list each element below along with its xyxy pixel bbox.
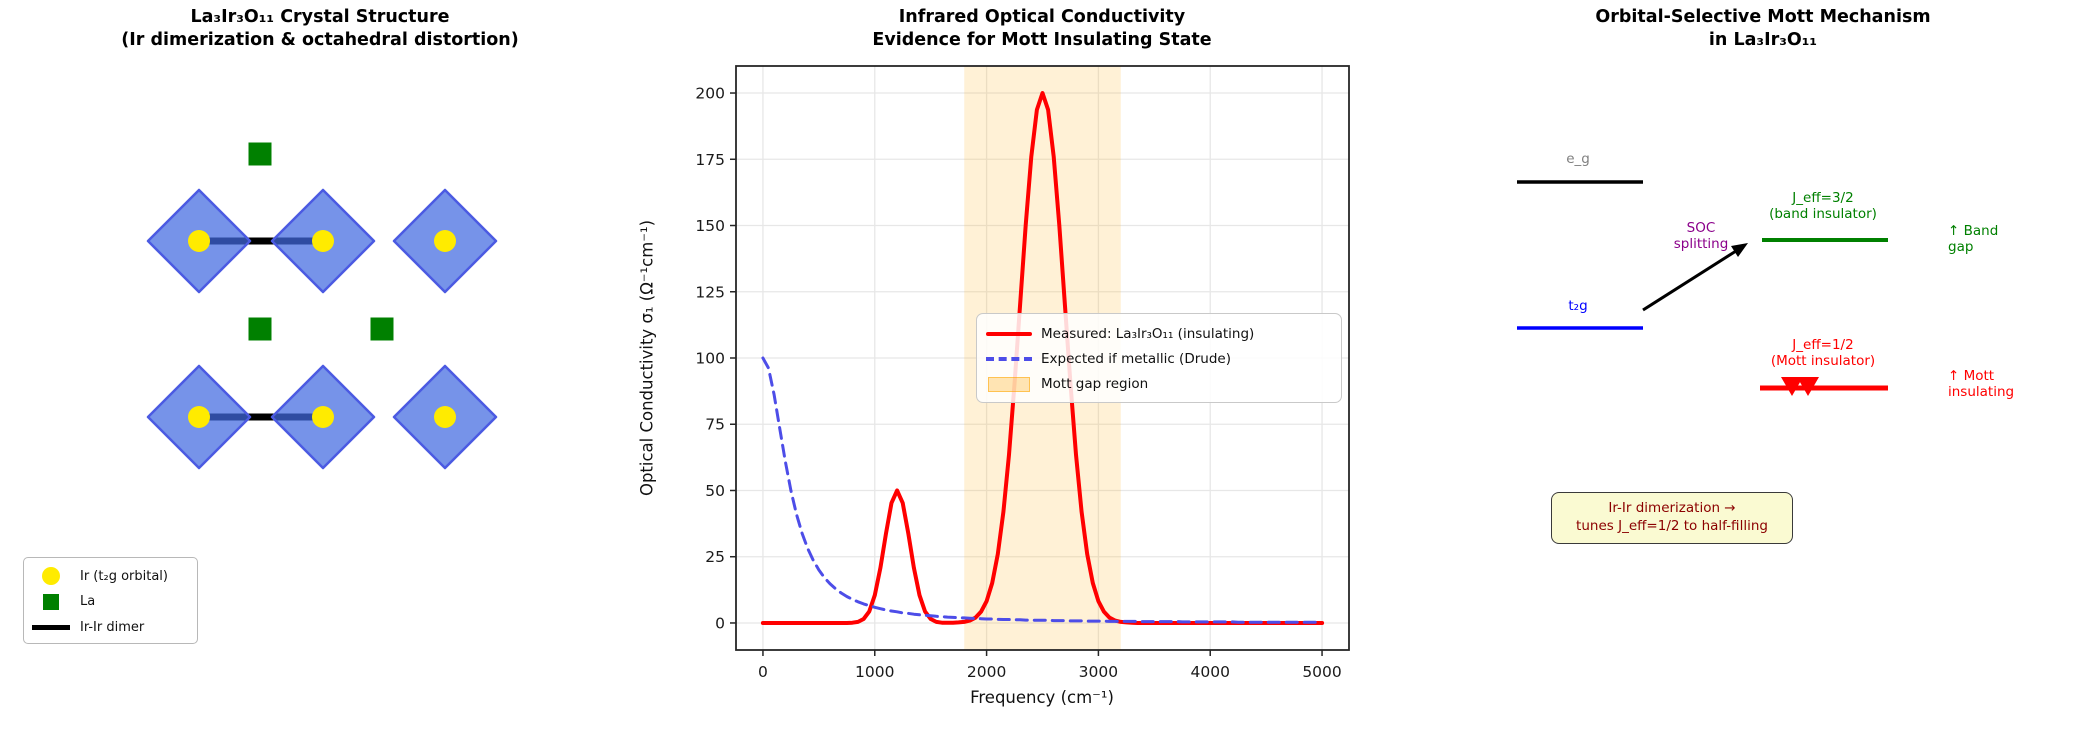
t2g-level-label: t₂g — [1568, 298, 1588, 314]
y-tick-label: 200 — [695, 85, 725, 103]
band-gap-line2: gap — [1948, 239, 1974, 256]
soc-arrow-head — [1731, 243, 1748, 257]
la-atom — [248, 142, 272, 166]
legend-item-measured: Measured: La₃Ir₃O₁₁ (insulating) — [985, 322, 1331, 346]
dimer-marker-swatch — [32, 624, 70, 630]
x-tick-label: 5000 — [1302, 663, 1341, 681]
jeff12-label-line2: (Mott insulator) — [1770, 353, 1876, 370]
jeff12-label: J_eff=1/2 (Mott insulator) — [1771, 337, 1875, 370]
la-atom — [370, 317, 394, 341]
electron-marker — [1797, 377, 1819, 396]
y-tick-label: 150 — [695, 217, 725, 235]
x-tick-label: 3000 — [1079, 663, 1118, 681]
mott-note-line2: insulating — [1948, 384, 2015, 401]
legend-label-mott-gap: Mott gap region — [1041, 376, 1149, 392]
legend-label-ir: Ir (t₂g orbital) — [80, 568, 168, 584]
mechanism-title-line2: in La₃Ir₃O₁₁ — [1708, 30, 1818, 51]
band-gap-note: ↑ Band gap — [1948, 223, 1998, 256]
crystal-title-line2: (Ir dimerization & octahedral distortion… — [121, 30, 519, 51]
jeff32-label-line2: (band insulator) — [1769, 206, 1877, 223]
mott-gap-swatch — [985, 376, 1033, 392]
legend-label-dimer: Ir-Ir dimer — [80, 619, 145, 635]
y-tick-label: 100 — [695, 350, 725, 368]
chart-title-line2: Evidence for Mott Insulating State — [872, 30, 1212, 51]
ir-atom-icon — [42, 567, 60, 585]
ir-atom — [312, 406, 334, 428]
y-tick-label: 175 — [695, 151, 725, 169]
y-tick-label: 25 — [705, 548, 725, 566]
dimerization-annotation-box: Ir-Ir dimerization → tunes J_eff=1/2 to … — [1551, 492, 1793, 544]
soc-arrow-shaft — [1642, 249, 1737, 312]
la-atom-icon — [43, 593, 59, 610]
la-marker-swatch — [32, 593, 70, 610]
drude-line-swatch — [985, 357, 1033, 361]
x-tick-label: 1000 — [855, 663, 894, 681]
drude-expected-curve — [761, 356, 1324, 624]
shaded-region-icon — [988, 376, 1030, 392]
legend-item-ir: Ir (t₂g orbital) — [32, 565, 189, 587]
jeff32-label: J_eff=3/2 (band insulator) — [1769, 190, 1877, 223]
mechanism-title-line1: Orbital-Selective Mott Mechanism — [1595, 7, 1931, 27]
annotation-line2: tunes J_eff=1/2 to half-filling — [1576, 518, 1768, 534]
mechanism-panel-title: Orbital-Selective Mott Mechanism in La₃I… — [1595, 6, 1930, 52]
chart-legend: Measured: La₃Ir₃O₁₁ (insulating) Expecte… — [976, 313, 1342, 403]
legend-label-drude: Expected if metallic (Drude) — [1041, 351, 1231, 367]
y-tick-label: 50 — [705, 482, 725, 500]
crystal-title-line1: La₃Ir₃O₁₁ Crystal Structure — [190, 7, 450, 27]
eg-level-label: e_g — [1566, 151, 1590, 167]
ir-atom — [434, 406, 456, 428]
chart-title-line1: Infrared Optical Conductivity — [898, 7, 1186, 27]
la-atom — [248, 317, 272, 341]
x-tick-label: 4000 — [1191, 663, 1230, 681]
soc-label-line2: splitting — [1673, 236, 1729, 253]
ir-atom — [434, 230, 456, 252]
ir-atom — [312, 230, 334, 252]
measured-conductivity-curve — [760, 91, 1325, 625]
x-tick-label: 0 — [758, 663, 768, 681]
legend-item-mott-gap: Mott gap region — [985, 372, 1331, 396]
chart-panel-title: Infrared Optical Conductivity Evidence f… — [872, 6, 1211, 52]
jeff12-label-line1: J_eff=1/2 — [1792, 337, 1854, 353]
measured-line-swatch — [985, 331, 1033, 337]
legend-item-drude: Expected if metallic (Drude) — [985, 347, 1331, 371]
electron-marker — [1781, 377, 1803, 396]
x-axis-label: Frequency (cm⁻¹) — [970, 688, 1114, 707]
y-tick-label: 0 — [715, 614, 725, 632]
mott-note-line1: ↑ Mott — [1948, 368, 1995, 384]
ir-marker-swatch — [32, 567, 70, 585]
soc-label-line1: SOC — [1686, 220, 1716, 236]
y-axis-label: Optical Conductivity σ₁ (Ω⁻¹cm⁻¹) — [637, 219, 657, 497]
solid-line-icon — [986, 331, 1032, 337]
crystal-legend: Ir (t₂g orbital) La Ir-Ir dimer — [23, 557, 198, 644]
annotation-line1: Ir-Ir dimerization → — [1608, 500, 1736, 517]
y-tick-label: 125 — [695, 283, 725, 301]
jeff32-label-line1: J_eff=3/2 — [1792, 190, 1854, 206]
band-gap-line1: ↑ Band — [1948, 223, 1999, 239]
legend-item-dimer: Ir-Ir dimer — [32, 616, 189, 638]
mott-insulating-note: ↑ Mott insulating — [1948, 368, 2014, 401]
legend-item-la: La — [32, 591, 189, 613]
ir-atom — [188, 230, 210, 252]
crystal-panel-title: La₃Ir₃O₁₁ Crystal Structure (Ir dimeriza… — [121, 6, 519, 52]
ir-atom — [188, 406, 210, 428]
legend-label-measured: Measured: La₃Ir₃O₁₁ (insulating) — [1041, 326, 1255, 342]
soc-splitting-label: SOC splitting — [1674, 220, 1729, 253]
dimer-bond-icon — [32, 624, 70, 630]
x-tick-label: 2000 — [967, 663, 1006, 681]
dashed-line-icon — [986, 357, 1032, 361]
y-tick-label: 75 — [705, 416, 725, 434]
legend-label-la: La — [80, 594, 96, 609]
